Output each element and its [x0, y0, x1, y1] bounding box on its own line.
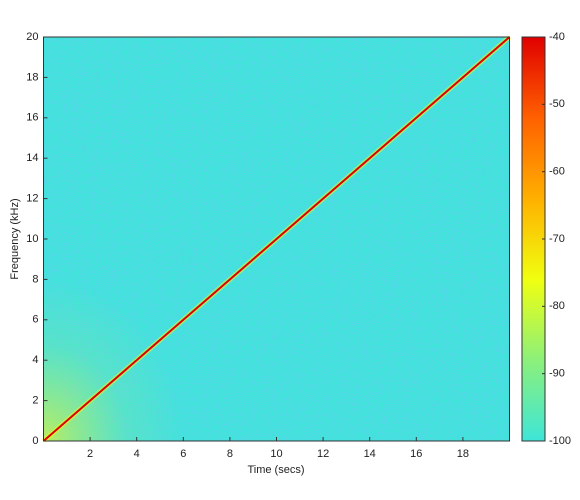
plot-area [41, 35, 512, 443]
x-tick-label: 14 [364, 448, 376, 460]
x-tick-label: 10 [270, 448, 282, 460]
y-tick-label: 4 [32, 354, 38, 366]
low-frequency-glow [43, 279, 184, 441]
y-axis-label: Frequency (kHz) [9, 198, 21, 279]
y-tick-label: 20 [26, 31, 38, 43]
x-tick-label: 18 [457, 448, 469, 460]
colorbar-tick-label: -40 [549, 31, 565, 43]
x-tick-label: 16 [410, 448, 422, 460]
y-tick-label: 2 [32, 395, 38, 407]
x-tick-label: 12 [317, 448, 329, 460]
y-tick-label: 6 [32, 314, 38, 326]
colorbar-tick-label: -70 [549, 233, 565, 245]
y-tick-label: 14 [26, 152, 38, 164]
colorbar [521, 36, 546, 442]
colorbar-tick-label: -60 [549, 166, 565, 178]
y-tick-label: 16 [26, 112, 38, 124]
y-tick-label: 12 [26, 193, 38, 205]
chirp-line [42, 36, 511, 442]
y-tick-label: 10 [26, 233, 38, 245]
colorbar-tick-label: -90 [549, 368, 565, 380]
colorbar-tick-label: -100 [549, 435, 571, 447]
x-tick-label: 8 [227, 448, 233, 460]
colorbar-tick-label: -50 [549, 98, 565, 110]
x-tick-label: 4 [134, 448, 140, 460]
colorbar-tick-label: -80 [549, 300, 565, 312]
y-tick-label: 18 [26, 71, 38, 83]
x-tick-label: 6 [180, 448, 186, 460]
y-tick-label: 8 [32, 273, 38, 285]
x-axis-label: Time (secs) [247, 464, 304, 476]
x-tick-label: 2 [87, 448, 93, 460]
y-tick-label: 0 [32, 435, 38, 447]
